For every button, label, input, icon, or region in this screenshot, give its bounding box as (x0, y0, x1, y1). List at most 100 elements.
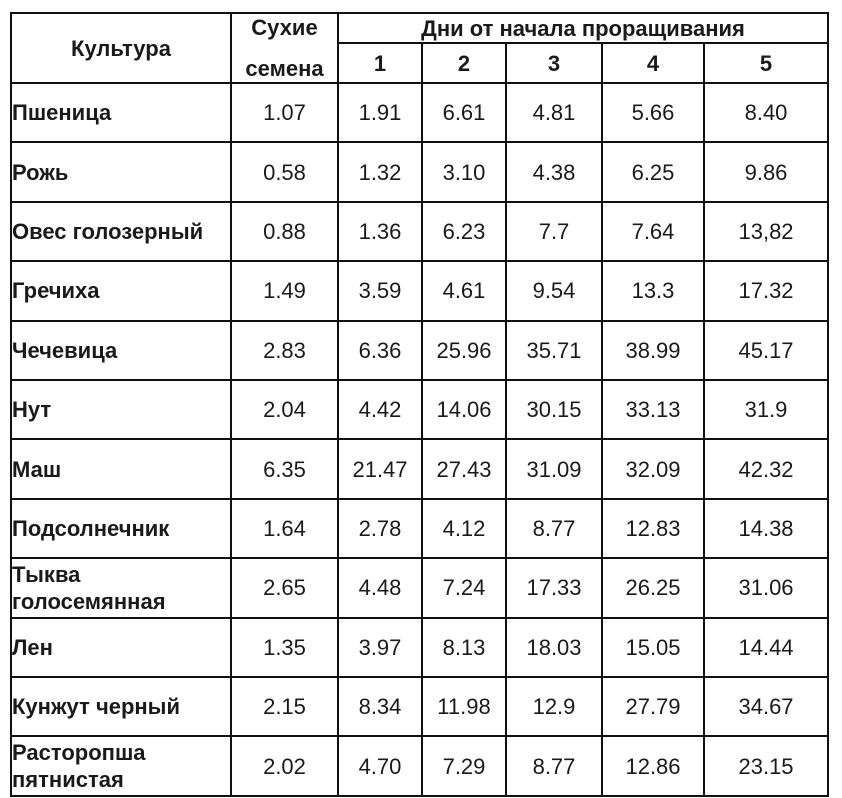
header-dry-seeds: Сухие семена (230, 12, 339, 84)
header-days-group: Дни от начала проращивания (336, 12, 830, 44)
table-row: Рожь 0.58 1.32 3.10 4.38 6.25 9.86 (10, 141, 830, 203)
table-row: Гречиха 1.49 3.59 4.61 9.54 13.3 17.32 (10, 260, 830, 322)
day-2-value: 6.23 (421, 200, 507, 263)
day-4-value: 12.86 (601, 735, 705, 797)
header-day-5: 5 (702, 42, 830, 84)
day-5-value: 17.32 (702, 260, 830, 322)
day-4-value: 33.13 (601, 379, 705, 441)
day-5-value: 42.32 (702, 438, 830, 500)
day-1-value: 2.78 (337, 497, 423, 560)
header-culture: Культура (10, 12, 232, 84)
dry-seeds-value: 2.02 (230, 735, 339, 797)
culture-name: Пшеница (10, 81, 232, 144)
table-row: Тыква голосемянная 2.65 4.48 7.24 17.33 26.25… (10, 557, 830, 619)
culture-name: Нут (10, 379, 232, 441)
culture-name: Подсолнечник (10, 497, 232, 560)
header-day-2: 2 (421, 42, 507, 84)
table-row: Маш 6.35 21.47 27.43 31.09 32.09 42.32 (10, 438, 830, 500)
culture-name: Маш (10, 438, 232, 500)
dry-seeds-value: 1.35 (230, 616, 339, 679)
day-2-value: 8.13 (421, 616, 507, 679)
day-1-value: 3.59 (337, 260, 423, 322)
day-3-value: 35.71 (505, 319, 603, 382)
day-4-value: 15.05 (601, 616, 705, 679)
day-2-value: 4.12 (421, 497, 507, 560)
culture-name: Расторопша пятнистая (10, 735, 232, 797)
table-row: Чечевица 2.83 6.36 25.96 35.71 38.99 45.17 (10, 319, 830, 382)
day-3-value: 18.03 (505, 616, 603, 679)
culture-name: Кунжут черный (10, 676, 232, 738)
day-4-value: 5.66 (601, 81, 705, 144)
dry-seeds-value: 1.64 (230, 497, 339, 560)
day-4-value: 12.83 (601, 497, 705, 560)
day-5-value: 14.38 (702, 497, 830, 560)
day-2-value: 27.43 (421, 438, 507, 500)
day-1-value: 6.36 (337, 319, 423, 382)
day-5-value: 8.40 (702, 81, 830, 144)
day-1-value: 1.36 (337, 200, 423, 263)
day-2-value: 14.06 (421, 379, 507, 441)
table-row: Кунжут черный 2.15 8.34 11.98 12.9 27.79 34.67 (10, 676, 830, 738)
header-row-days: 1 2 3 4 5 (11, 42, 830, 84)
dry-seeds-value: 2.04 (230, 379, 339, 441)
table-row: Нут 2.04 4.42 14.06 30.15 33.13 31.9 (10, 379, 830, 441)
day-4-value: 32.09 (601, 438, 705, 500)
header-row-top: Культура Сухие семена Дни от начала прор… (10, 12, 830, 84)
day-2-value: 6.61 (421, 81, 507, 144)
header-day-4: 4 (601, 42, 705, 84)
culture-name: Тыква голосемянная (10, 557, 232, 619)
culture-name: Рожь (10, 141, 232, 203)
day-3-value: 30.15 (505, 379, 603, 441)
day-1-value: 4.70 (337, 735, 423, 797)
day-5-value: 45.17 (702, 319, 830, 382)
day-1-value: 1.91 (337, 81, 423, 144)
day-2-value: 25.96 (421, 319, 507, 382)
culture-name: Лен (10, 616, 232, 679)
day-5-value: 31.9 (702, 379, 830, 441)
table-row: Подсолнечник 1.64 2.78 4.12 8.77 12.83 14.38 (10, 497, 830, 560)
culture-name: Гречиха (10, 260, 232, 322)
day-3-value: 31.09 (505, 438, 603, 500)
day-3-value: 8.77 (505, 735, 603, 797)
day-1-value: 4.48 (337, 557, 423, 619)
day-3-value: 9.54 (505, 260, 603, 322)
dry-seeds-value: 0.88 (230, 200, 339, 263)
day-3-value: 8.77 (505, 497, 603, 560)
header-day-1: 1 (337, 42, 423, 84)
dry-seeds-value: 2.15 (230, 676, 339, 738)
day-1-value: 1.32 (337, 141, 423, 203)
dry-seeds-value: 0.58 (230, 141, 339, 203)
day-3-value: 4.38 (505, 141, 603, 203)
day-2-value: 4.61 (421, 260, 507, 322)
table-header: Культура Сухие семена Дни от начала прор… (10, 12, 830, 84)
day-4-value: 13.3 (601, 260, 705, 322)
day-4-value: 6.25 (601, 141, 705, 203)
day-1-value: 3.97 (337, 616, 423, 679)
table-row: Овес голозерный 0.88 1.36 6.23 7.7 7.64 13,82 (10, 200, 830, 263)
day-5-value: 13,82 (702, 200, 830, 263)
culture-name: Овес голозерный (10, 200, 232, 263)
day-3-value: 4.81 (505, 81, 603, 144)
day-4-value: 38.99 (601, 319, 705, 382)
day-1-value: 4.42 (337, 379, 423, 441)
day-2-value: 3.10 (421, 141, 507, 203)
day-4-value: 26.25 (601, 557, 705, 619)
day-3-value: 7.7 (505, 200, 603, 263)
day-5-value: 23.15 (702, 735, 830, 797)
table-row: Лен 1.35 3.97 8.13 18.03 15.05 14.44 (10, 616, 830, 679)
header-day-3: 3 (505, 42, 603, 84)
day-1-value: 8.34 (337, 676, 423, 738)
day-4-value: 27.79 (601, 676, 705, 738)
dry-seeds-value: 1.07 (230, 81, 339, 144)
day-5-value: 34.67 (702, 676, 830, 738)
day-3-value: 12.9 (505, 676, 603, 738)
day-5-value: 31.06 (702, 557, 830, 619)
table-row: Пшеница 1.07 1.91 6.61 4.81 5.66 8.40 (10, 81, 830, 144)
header-dry-line2: семена (245, 56, 324, 81)
dry-seeds-value: 6.35 (230, 438, 339, 500)
dry-seeds-value: 1.49 (230, 260, 339, 322)
day-5-value: 14.44 (702, 616, 830, 679)
table-row: Расторопша пятнистая 2.02 4.70 7.29 8.77 12.8… (10, 735, 830, 797)
day-2-value: 7.24 (421, 557, 507, 619)
sprouting-table: Культура Сухие семена Дни от начала прор… (10, 12, 830, 797)
